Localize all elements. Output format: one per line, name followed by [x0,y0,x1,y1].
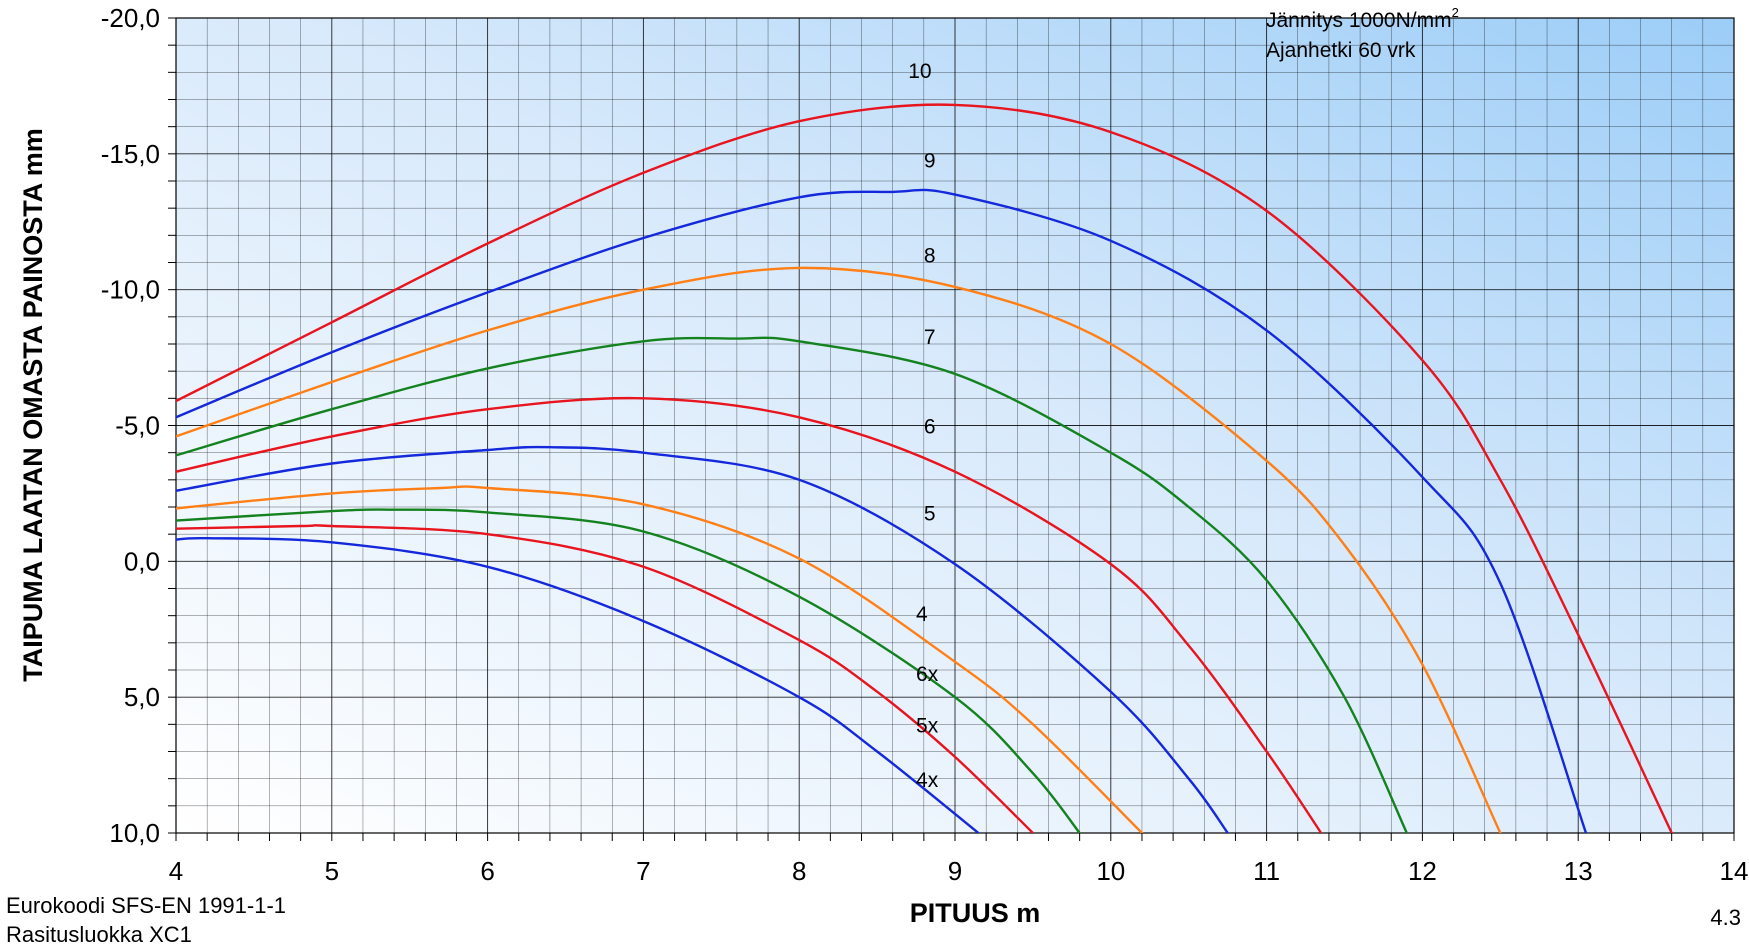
x-tick-label: 13 [1564,856,1593,886]
annotation-stress: Jännitys 1000N/mm2 [1266,5,1459,32]
y-tick-label: -10,0 [101,275,160,305]
y-tick-label: 5,0 [124,682,160,712]
series-line-7 [176,336,1408,833]
y-axis-label: TAIPUMA LAATAN OMASTA PAINOSTA mm [18,128,48,681]
series-group [176,103,1673,833]
x-axis-label: PITUUS m [910,898,1041,928]
tick-marks [168,17,1735,841]
series-line-10 [176,103,1673,833]
series-line-9 [176,188,1588,833]
series-line-4 [176,485,1144,833]
x-tick-label: 10 [1096,856,1125,886]
y-tick-label: -5,0 [115,411,160,441]
annotation-stress-superscript: 2 [1452,5,1459,20]
curve-label-5: 5 [924,503,936,526]
x-tick-label: 14 [1720,856,1749,886]
curve-label-4: 4 [916,603,928,626]
curve-label-10: 10 [908,60,931,83]
x-tick-label: 11 [1253,856,1280,886]
y-tick-labels: -20,0 -15,0 -10,0 -5,0 0,0 5,0 10,0 [101,3,160,848]
x-tick-label: 12 [1408,856,1437,886]
x-tick-label: 4 [169,856,183,886]
curve-label-7: 7 [924,326,936,349]
x-tick-label: 5 [325,856,339,886]
annotation-time: Ajanhetki 60 vrk [1266,39,1416,62]
x-tick-label: 8 [792,856,806,886]
series-line-6x [176,508,1081,833]
x-tick-label: 9 [948,856,962,886]
curve-label-8: 8 [924,245,936,268]
y-tick-label: -20,0 [101,3,160,33]
curve-label-5x: 5x [916,714,939,737]
page-number: 4.3 [1710,905,1741,930]
y-tick-label: -15,0 [101,139,160,169]
curve-label-6: 6 [924,416,936,439]
x-tick-label: 6 [480,856,494,886]
x-tick-label: 7 [636,856,650,886]
footnote-exposure-class: Rasitusluokka XC1 [6,922,192,947]
curve-label-9: 9 [924,149,936,172]
curve-label-4x: 4x [916,769,939,792]
y-tick-label: 0,0 [124,546,160,576]
curve-label-6x: 6x [916,663,939,686]
series-line-4x [176,536,980,833]
series-line-8 [176,266,1502,833]
series-line-5 [176,445,1229,833]
footnote-eurocode: Eurokoodi SFS-EN 1991-1-1 [6,893,287,918]
series-line-5x [176,524,1035,833]
x-tick-labels: 4 5 6 7 8 9 10 11 12 13 14 [169,856,1749,886]
curve-labels: 10 9 8 7 6 5 4 6x 5x 4x [908,60,938,792]
series-line-6 [176,396,1323,833]
y-tick-label: 10,0 [109,818,160,848]
